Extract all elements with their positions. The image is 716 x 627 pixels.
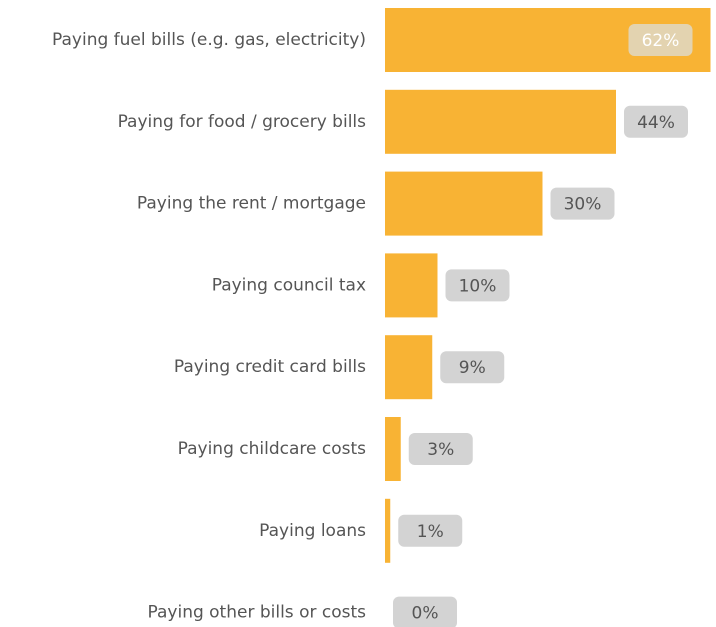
value-label: 0% bbox=[412, 604, 439, 624]
category-label: Paying loans bbox=[259, 521, 366, 541]
category-label: Paying for food / grocery bills bbox=[118, 112, 367, 132]
value-label-box bbox=[628, 24, 693, 56]
value-label: 9% bbox=[459, 358, 486, 378]
category-label: Paying council tax bbox=[212, 275, 366, 295]
bar bbox=[385, 335, 433, 400]
category-label: Paying childcare costs bbox=[178, 439, 367, 459]
value-label-box bbox=[408, 433, 473, 465]
value-label-box bbox=[440, 351, 505, 384]
value-label: 44% bbox=[637, 113, 675, 133]
value-label: 3% bbox=[427, 440, 454, 460]
value-label: 10% bbox=[459, 276, 497, 296]
bar bbox=[385, 89, 616, 154]
category-label: Paying fuel bills (e.g. gas, electricity… bbox=[52, 30, 366, 50]
bar bbox=[385, 417, 401, 481]
value-label-box bbox=[393, 596, 457, 627]
bar bbox=[385, 253, 438, 318]
value-label-box bbox=[624, 105, 688, 138]
value-label-box bbox=[445, 269, 510, 302]
value-label: 30% bbox=[564, 195, 602, 215]
value-label-box bbox=[398, 514, 463, 547]
bar bbox=[385, 171, 543, 236]
value-label: 62% bbox=[642, 31, 680, 51]
bar bbox=[385, 498, 391, 563]
value-label-box bbox=[550, 187, 615, 220]
category-label: Paying other bills or costs bbox=[148, 603, 367, 623]
value-label: 1% bbox=[417, 522, 444, 542]
category-label: Paying credit card bills bbox=[174, 357, 366, 377]
category-label: Paying the rent / mortgage bbox=[137, 194, 366, 214]
